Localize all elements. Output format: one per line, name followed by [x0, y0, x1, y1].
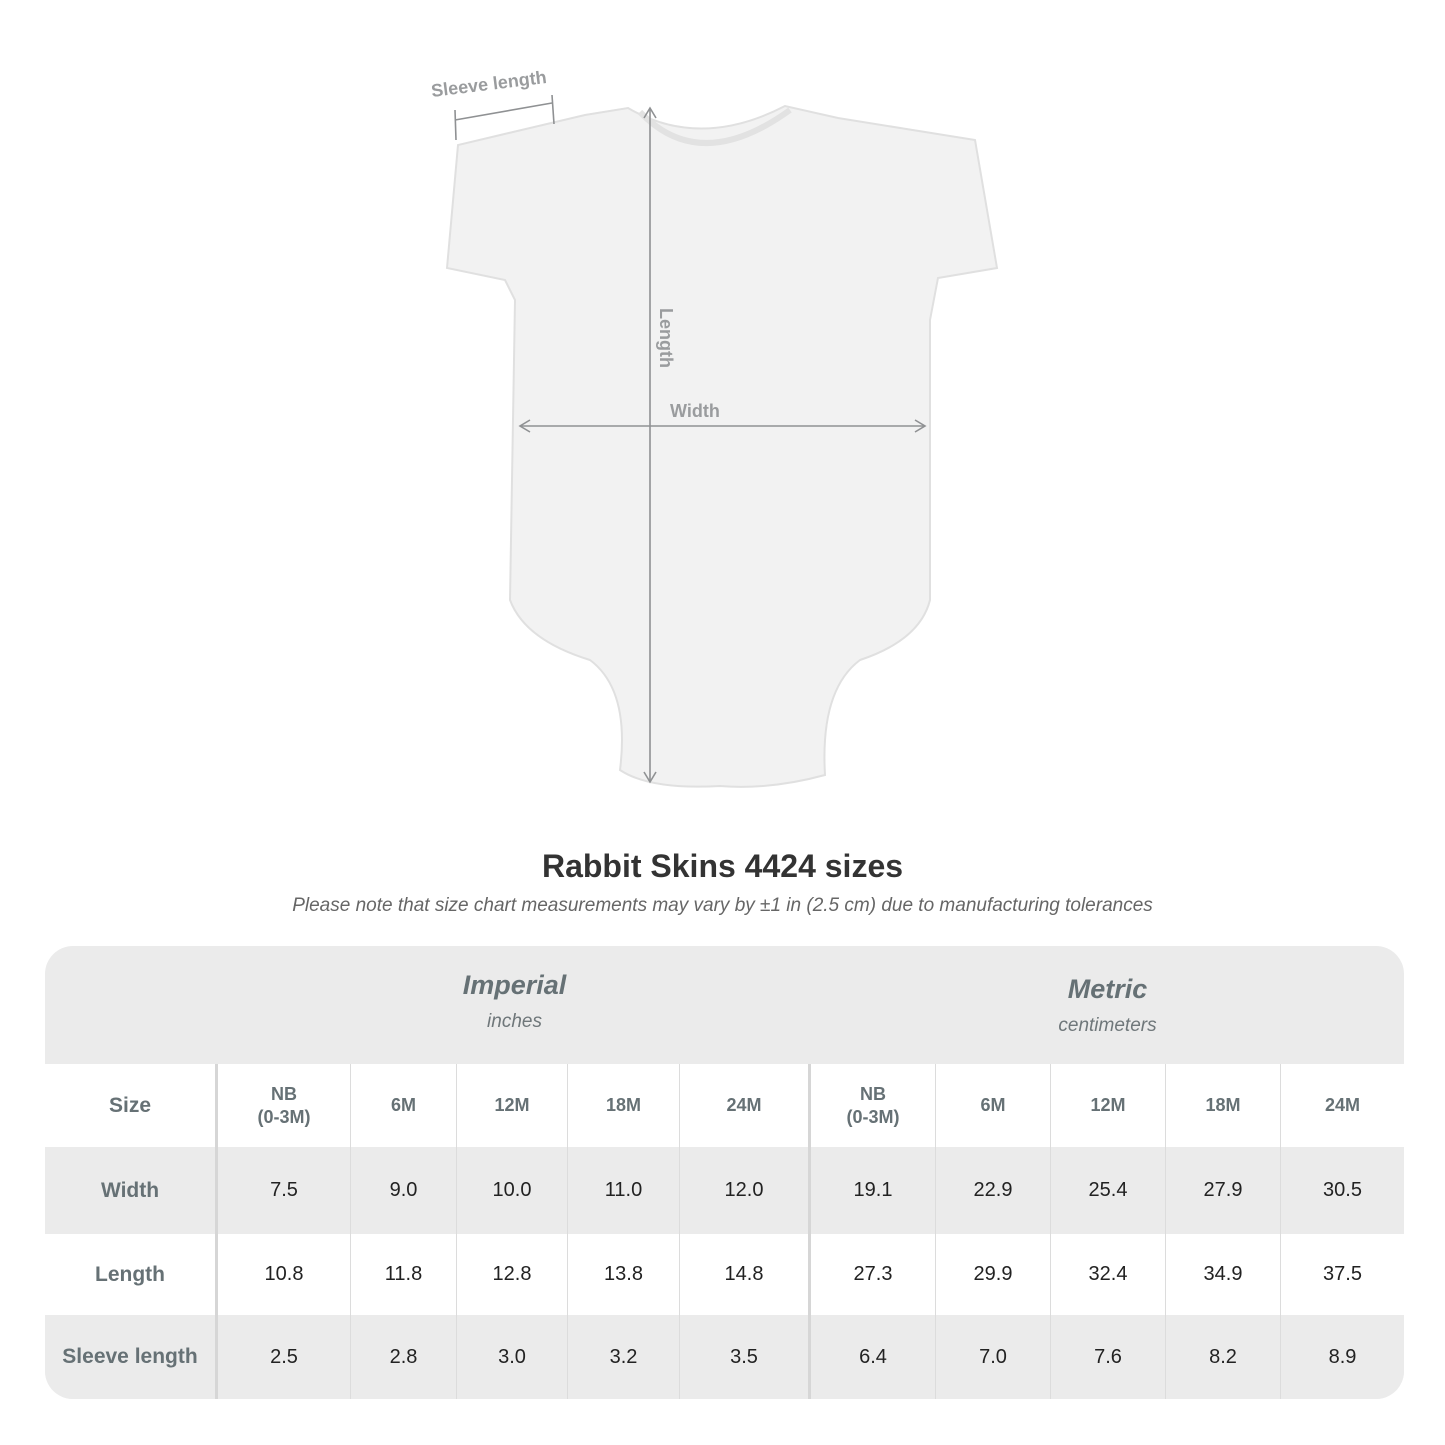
table-cell: 9.0 [351, 1147, 457, 1234]
size-header-cell: 18M [1166, 1064, 1281, 1147]
table-cell: 32.4 [1051, 1234, 1166, 1315]
metric-unit: centimeters [1058, 1015, 1157, 1036]
size-header-cell: 6M [936, 1064, 1051, 1147]
imperial-header: Imperial inches [218, 970, 811, 1088]
sleeve-length-arrow [454, 102, 553, 121]
imperial-unit: inches [487, 1011, 542, 1032]
size-header-cell: NB (0-3M) [811, 1064, 936, 1147]
size-header-row: Size NB (0-3M) 6M 12M 18M 24M NB (0-3M) 6M 12M 18M 2… [45, 1064, 1404, 1147]
metric-header: Metric centimeters [811, 974, 1404, 1092]
size-header-cell: 12M [457, 1064, 568, 1147]
onesie-diagram: Sleeve length Length Width [430, 67, 999, 788]
page-title: Rabbit Skins 4424 sizes [541, 848, 904, 884]
table-row: Sleeve length 2.5 2.8 3.0 3.2 3.5 6.4 7.0 7.6 8.2… [45, 1315, 1404, 1399]
size-header-cell: 18M [568, 1064, 680, 1147]
size-table: Imperial inches Metric centimeters Size N… [45, 946, 1404, 1399]
size-header-cell: 24M [680, 1064, 811, 1147]
table-cell: 27.9 [1166, 1147, 1281, 1234]
table-cell: 27.3 [811, 1234, 936, 1315]
table-cell: 11.0 [568, 1147, 680, 1234]
onesie-illustration [445, 104, 999, 788]
length-label: Length [656, 308, 676, 368]
row-label: Sleeve length [45, 1315, 218, 1399]
width-label: Width [670, 401, 720, 421]
onesie-collar [637, 107, 792, 146]
table-cell: 10.0 [457, 1147, 568, 1234]
table-cell: 2.5 [218, 1315, 351, 1399]
table-cell: 37.5 [1323, 1263, 1362, 1285]
table-cell: 29.9 [936, 1234, 1051, 1315]
table-cell: 3.2 [568, 1315, 680, 1399]
table-cell: 7.0 [936, 1315, 1051, 1399]
table-cell: 7.5 [218, 1147, 351, 1234]
size-header-cell: 24M [1324, 1095, 1360, 1115]
table-cell: 12.8 [457, 1234, 568, 1315]
table-cell: 12.0 [680, 1147, 811, 1234]
tolerance-note: Please note that size chart measurements… [292, 895, 1153, 916]
table-cell: 2.8 [351, 1315, 457, 1399]
size-header-cell: NB (0-3M) [218, 1064, 351, 1147]
size-header-cell: 12M [1051, 1064, 1166, 1147]
row-label: Length [45, 1234, 218, 1315]
table-cell: 13.8 [568, 1234, 680, 1315]
table-cell: 3.5 [680, 1315, 811, 1399]
table-cell: 14.8 [680, 1234, 811, 1315]
metric-label: Metric [1067, 974, 1148, 1004]
table-cell: 6.4 [811, 1315, 936, 1399]
table-cell: 30.5 [1323, 1179, 1362, 1201]
table-cell: 25.4 [1051, 1147, 1166, 1234]
table-cell: 11.8 [351, 1234, 457, 1315]
table-cell: 8.2 [1166, 1315, 1281, 1399]
table-row: Length 10.8 11.8 12.8 13.8 14.8 27.3 29.9 32.4 34… [45, 1234, 1404, 1315]
table-cell: 10.8 [218, 1234, 351, 1315]
table-cell: 8.9 [1328, 1345, 1357, 1368]
imperial-label: Imperial [462, 970, 567, 1000]
row-label: Width [45, 1147, 218, 1234]
table-cell: 19.1 [811, 1147, 936, 1234]
table-row: Width 7.5 9.0 10.0 11.0 12.0 19.1 22.9 25.4 27.9 3… [45, 1147, 1404, 1234]
table-cell: 7.6 [1051, 1315, 1166, 1399]
table-cell: 3.0 [457, 1315, 568, 1399]
table-cell: 34.9 [1166, 1234, 1281, 1315]
table-cell: 22.9 [936, 1147, 1051, 1234]
size-header-cell: 6M [351, 1064, 457, 1147]
sleeve-length-label: Sleeve length [430, 67, 548, 101]
size-label: Size [45, 1064, 218, 1147]
